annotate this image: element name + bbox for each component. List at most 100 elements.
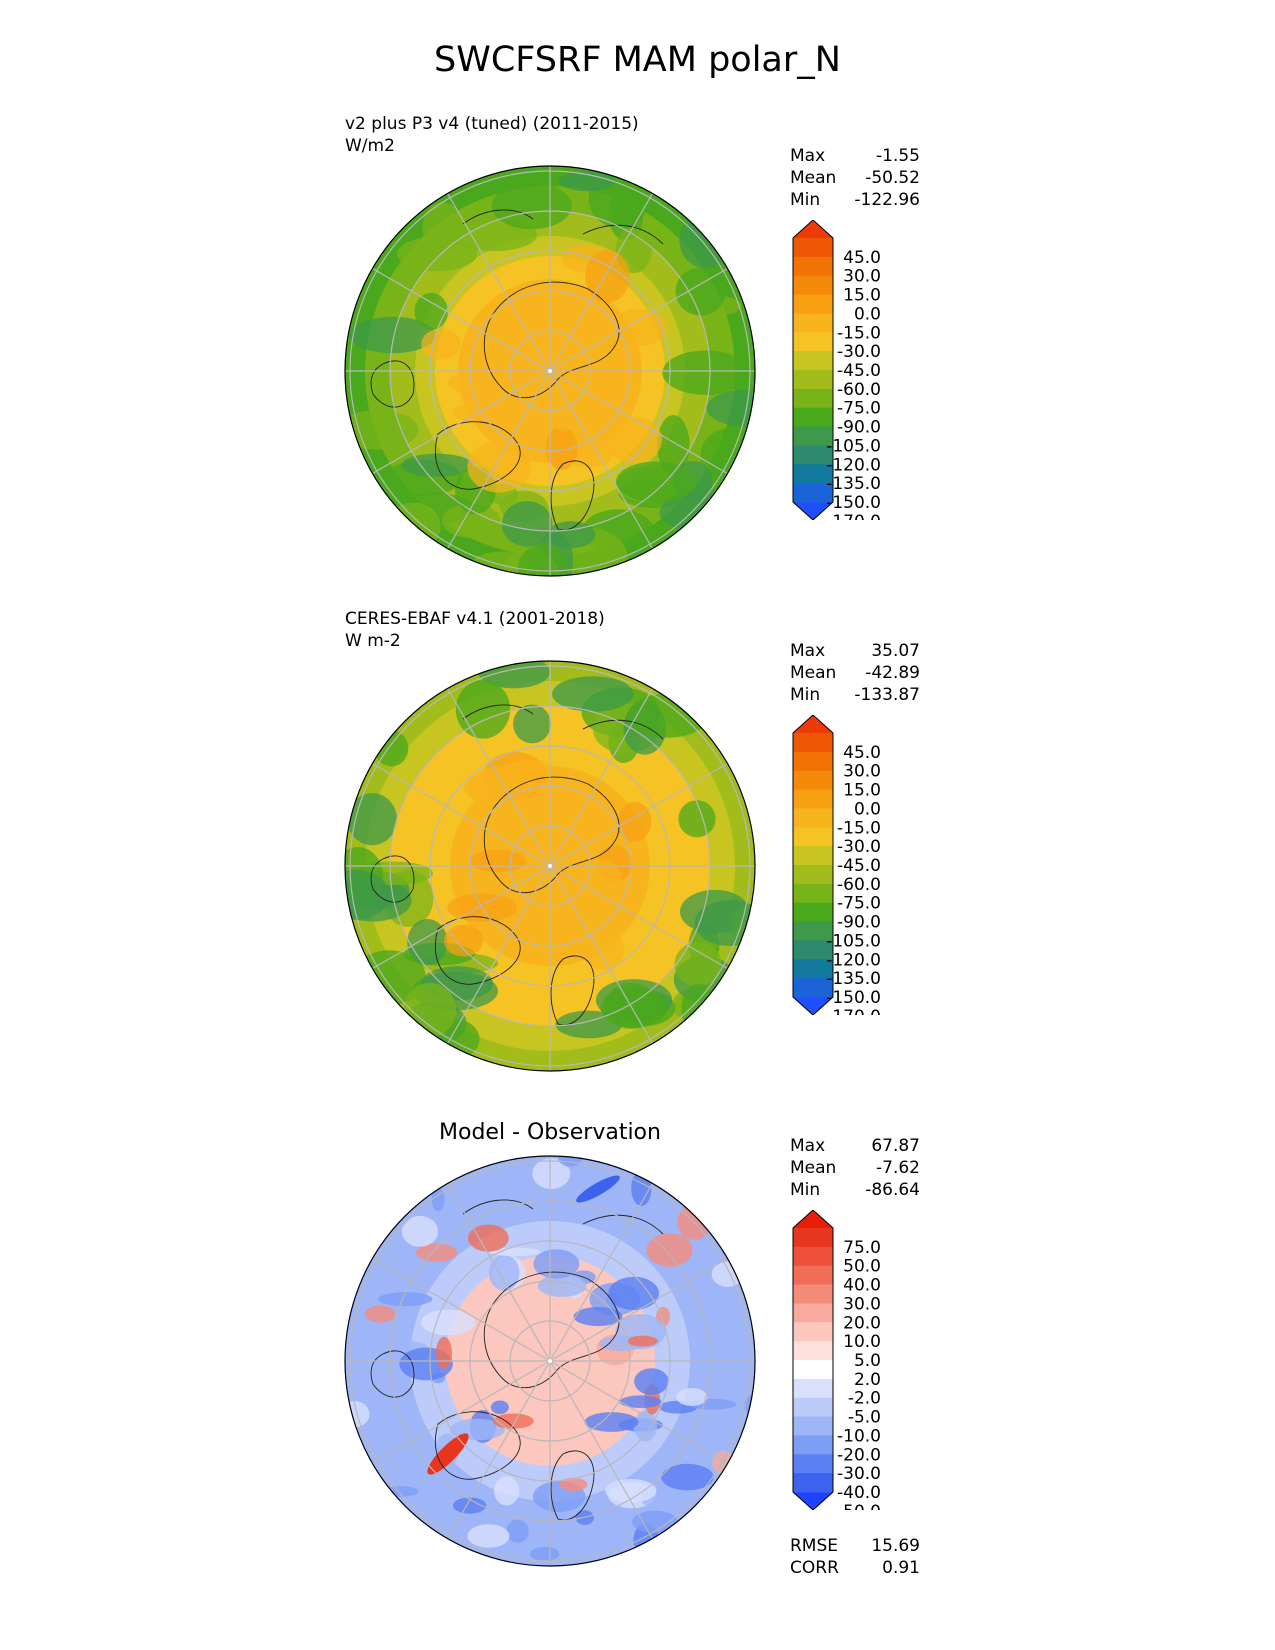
colorbar-swatch (793, 483, 833, 503)
pole-marker (548, 369, 552, 373)
colorbar-swatch (793, 1360, 833, 1380)
stat-max-label: Max (790, 1136, 826, 1156)
colorbar-tick-label: -75.0 (837, 894, 881, 914)
colorbar-tick-label: -30.0 (837, 342, 881, 362)
field-patch (627, 693, 709, 738)
colorbar-tick-label: -15.0 (837, 323, 881, 343)
colorbar-swatch (793, 733, 833, 753)
colorbar-tick-label: -170.0 (826, 512, 881, 520)
colorbar-swatch (793, 1454, 833, 1474)
pole-marker (548, 1359, 552, 1363)
longitude-line (446, 193, 551, 372)
longitude-line (549, 688, 654, 867)
colorbar-tick-label: -170.0 (826, 1007, 881, 1015)
longitude-line (549, 762, 728, 867)
stat-mean-label: Mean (790, 168, 837, 188)
field-patch (617, 801, 652, 842)
field-patch (551, 400, 580, 432)
stat-max-value: 35.07 (871, 641, 920, 661)
longitude-line (549, 370, 654, 549)
stat-max-value: -1.55 (876, 146, 920, 166)
colorbar-swatch (793, 294, 833, 314)
field-patch (494, 759, 563, 793)
panel-title: v2 plus P3 v4 (tuned) (2011-2015) (345, 114, 639, 134)
field-patch (570, 375, 638, 421)
colorbar-swatch (793, 426, 833, 446)
coastline (462, 704, 534, 720)
panel-title: CERES-EBAF v4.1 (2001-2018) (345, 609, 605, 629)
coastline (483, 281, 620, 399)
field-patch (604, 982, 658, 1029)
field-patch (681, 983, 717, 1033)
longitude-line (446, 1183, 551, 1362)
colorbar-extend-max (793, 1210, 833, 1228)
stat-mean-label: Mean (790, 1158, 837, 1178)
field-patch (401, 1215, 439, 1247)
colorbar-swatch (793, 445, 833, 465)
coastline (550, 955, 595, 1026)
colorbar-tick-label: -40.0 (837, 1483, 881, 1503)
colorbar-swatch (793, 921, 833, 941)
longitude-line (549, 267, 728, 372)
colorbar-swatch (793, 1341, 833, 1361)
colorbar-swatch (793, 313, 833, 333)
field-patch (575, 859, 622, 898)
colorbar: 45.030.015.00.0-15.0-30.0-45.0-60.0-75.0… (792, 715, 881, 1015)
colorbar-swatch (793, 1303, 833, 1323)
stat-mean-value: -42.89 (865, 663, 920, 683)
longitude-line (372, 865, 551, 970)
panel-units: W m-2 (345, 631, 401, 651)
field-patch (559, 1477, 588, 1492)
coastline (462, 1199, 534, 1215)
colorbar-tick-label: -120.0 (826, 950, 881, 970)
field-patch (674, 942, 722, 987)
colorbar-tick-label: -5.0 (848, 1408, 881, 1428)
field-patch (510, 384, 547, 408)
field-patch (469, 849, 527, 873)
colorbar-swatch (793, 370, 833, 390)
coastline (434, 1411, 521, 1480)
colorbar-tick-label: 30.0 (843, 267, 881, 287)
colorbar-swatch (793, 407, 833, 428)
colorbar-swatch (793, 1435, 833, 1455)
field-patch (605, 1479, 657, 1503)
field-patch (584, 1412, 639, 1432)
colorbar-tick-label: 5.0 (854, 1351, 881, 1371)
field-patch (490, 1400, 509, 1415)
colorbar-swatch (793, 865, 833, 885)
stat-mean-value: -7.62 (876, 1158, 920, 1178)
field-patch (452, 401, 523, 424)
field-patch (513, 704, 552, 744)
stat-min-value: -133.87 (854, 685, 920, 705)
stat-max-label: Max (790, 641, 826, 661)
colorbar-swatch (793, 770, 833, 791)
field-patch (491, 182, 572, 230)
field-patch (662, 350, 749, 395)
map-frame (344, 660, 756, 1072)
colorbar-swatch (793, 808, 833, 828)
field-patch (517, 543, 569, 576)
colorbar-tick-label: 0.0 (854, 304, 881, 324)
colorbar-tick-label: 40.0 (843, 1276, 881, 1296)
colorbar-tick-label: -75.0 (837, 399, 881, 419)
colorbar-tick-label: -60.0 (837, 380, 881, 400)
colorbar: 45.030.015.00.0-15.0-30.0-45.0-60.0-75.0… (792, 220, 881, 520)
coastline (582, 224, 664, 245)
field-patch (427, 1433, 469, 1475)
field-patch (631, 1510, 678, 1533)
field-patch (501, 501, 553, 547)
field-patch (415, 1243, 458, 1262)
colorbar-tick-label: 45.0 (843, 248, 881, 268)
longitude-line (549, 1360, 728, 1465)
colorbar-tick-label: -15.0 (837, 818, 881, 838)
colorbar-tick-label: -50.0 (837, 1502, 881, 1510)
longitude-line (446, 865, 551, 1044)
stat-min-label: Min (790, 685, 821, 705)
colorbar-swatch (793, 1284, 833, 1304)
field-patch (386, 502, 441, 551)
colorbar-swatch (793, 846, 833, 866)
stat-mean-label: Mean (790, 663, 837, 683)
colorbar-tick-label: -90.0 (837, 913, 881, 933)
field-patch (347, 793, 397, 846)
colorbar-swatch (793, 332, 833, 352)
